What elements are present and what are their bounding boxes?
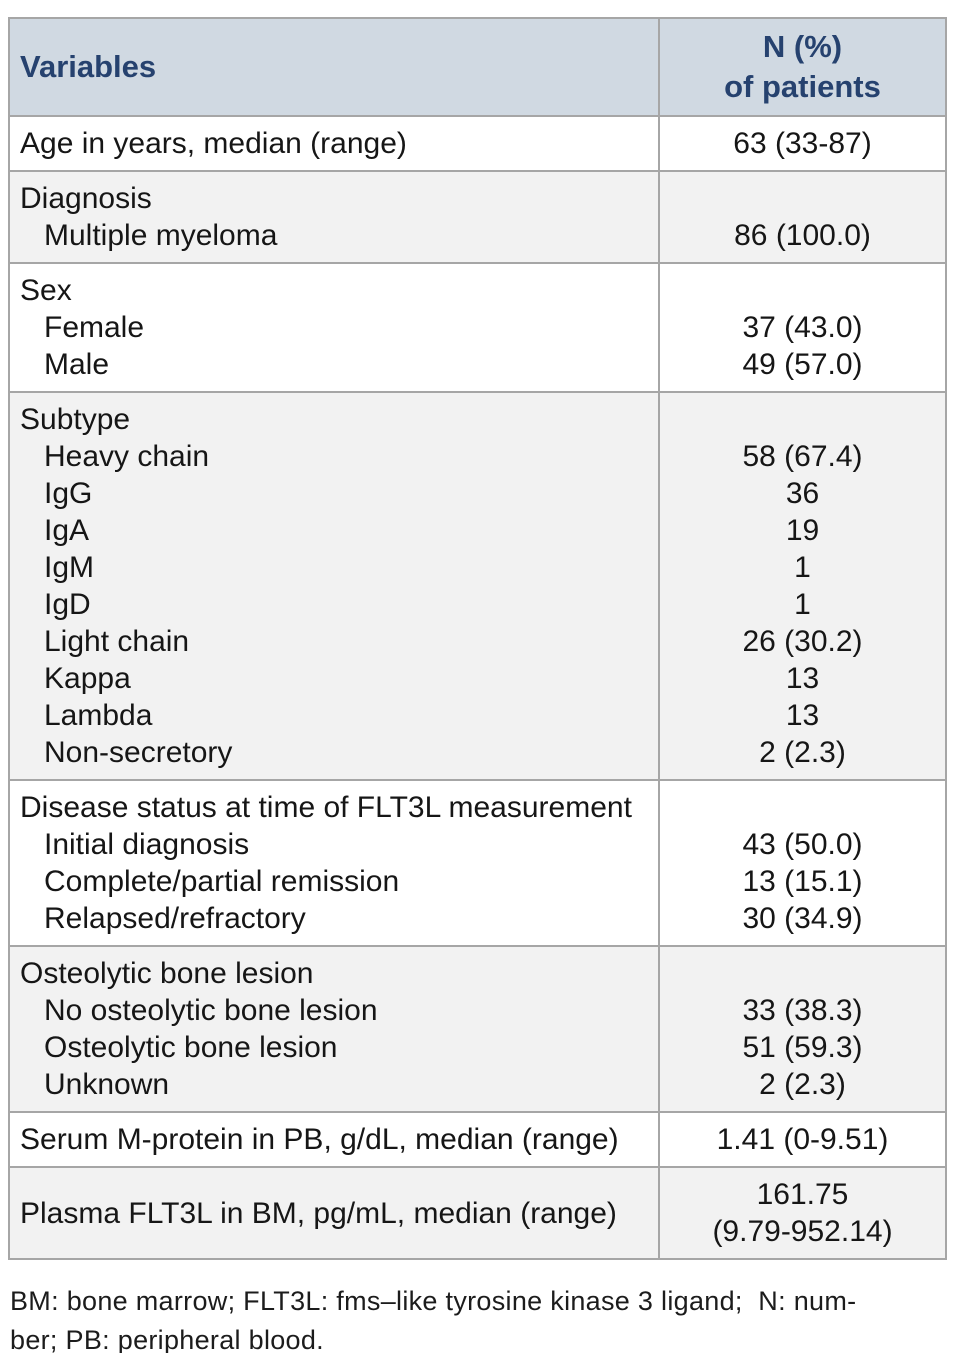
row-value: 2 (2.3) [759, 1068, 846, 1101]
disease-status-labels: Disease status at time of FLT3L measurem… [10, 781, 658, 945]
subtype-labels: Subtype Heavy chain IgG IgA IgM IgD Light chai… [10, 393, 658, 779]
table-header-row: Variables N (%) of patients [10, 19, 945, 115]
diagnosis-labels: Diagnosis Multiple myeloma [10, 172, 658, 262]
sex-labels: Sex Female Male [10, 264, 658, 391]
row-value: 2 (2.3) [759, 736, 846, 769]
row-label: Multiple myeloma [44, 219, 278, 252]
row-label: Age in years, median (range) [20, 127, 407, 160]
row-label: Male [44, 348, 110, 381]
serum-m-protein-section-row: Serum M-protein in PB, g/dL, median (ran… [10, 1111, 945, 1166]
row-value: 63 (33-87) [733, 127, 872, 160]
row-value: 33 (38.3) [742, 994, 863, 1027]
row-label: Initial diagnosis [44, 828, 250, 861]
table-footnote: BM: bone marrow; FLT3L: fms–like tyrosin… [10, 1286, 857, 1353]
age-section-row: Age in years, median (range) 63 (33-87) [10, 115, 945, 170]
osteolytic-bone-lesion-labels: Osteolytic bone lesion No osteolytic bone… [10, 947, 658, 1111]
row-value: 1.41 (0-9.51) [716, 1123, 889, 1156]
row-value: 1 [794, 551, 811, 584]
row-label: Diagnosis [20, 182, 152, 215]
subtype-section-row: Subtype Heavy chain IgG IgA IgM IgD Light chai… [10, 391, 945, 779]
row-value: 161.75 (9.79-952.14) [712, 1178, 893, 1248]
row-label: Sex [20, 274, 72, 307]
row-label: IgM [44, 551, 95, 584]
row-label: Heavy chain [44, 440, 210, 473]
diagnosis-values: 86 (100.0) [658, 172, 945, 262]
header-cell-n-of-patients: N (%) of patients [658, 19, 945, 115]
subtype-values: 58 (67.4) 36 19 1 1 26 (30.2) 13 13 2 (2.3) [658, 393, 945, 779]
row-value: 49 (57.0) [742, 348, 863, 381]
row-label: Complete/partial remission [44, 865, 400, 898]
row-label: Unknown [44, 1068, 170, 1101]
plasma-flt3l-values: 161.75 (9.79-952.14) [658, 1168, 945, 1258]
disease-status-values: 43 (50.0) 13 (15.1) 30 (34.9) [658, 781, 945, 945]
age-labels: Age in years, median (range) [10, 117, 658, 170]
row-value: 30 (34.9) [742, 902, 863, 935]
row-label: Kappa [44, 662, 131, 695]
row-value: 1 [794, 588, 811, 621]
row-value: 86 (100.0) [734, 219, 871, 252]
row-label: Light chain [44, 625, 190, 658]
row-value: 36 [785, 477, 820, 510]
row-value: 13 [785, 699, 820, 732]
disease-status-section-row: Disease status at time of FLT3L measurem… [10, 779, 945, 945]
age-values: 63 (33-87) [658, 117, 945, 170]
osteolytic-bone-lesion-section-row: Osteolytic bone lesion No osteolytic bone… [10, 945, 945, 1111]
row-label: Relapsed/refractory [44, 902, 306, 935]
diagnosis-section-row: Diagnosis Multiple myeloma 86 (100.0) [10, 170, 945, 262]
plasma-flt3l-section-row: Plasma FLT3L in BM, pg/mL, median (range… [10, 1166, 945, 1258]
header-cell-variables: Variables [10, 19, 658, 115]
row-value: 13 [785, 662, 820, 695]
row-value: 26 (30.2) [742, 625, 863, 658]
table-body: Age in years, median (range) 63 (33-87) Di… [10, 115, 945, 1258]
row-value: 13 (15.1) [742, 865, 863, 898]
serum-m-protein-labels: Serum M-protein in PB, g/dL, median (ran… [10, 1113, 658, 1166]
row-label: No osteolytic bone lesion [44, 994, 378, 1027]
header-variables-label: Variables [20, 49, 157, 84]
row-label: IgA [44, 514, 90, 547]
row-value: 19 [785, 514, 820, 547]
serum-m-protein-values: 1.41 (0-9.51) [658, 1113, 945, 1166]
row-label: Disease status at time of FLT3L measurem… [20, 791, 632, 824]
row-label: Plasma FLT3L in BM, pg/mL, median (range… [20, 1196, 617, 1230]
row-value: 37 (43.0) [742, 311, 863, 344]
row-label: Osteolytic bone lesion [20, 957, 314, 990]
sex-values: 37 (43.0) 49 (57.0) [658, 264, 945, 391]
plasma-flt3l-labels: Plasma FLT3L in BM, pg/mL, median (range… [10, 1168, 658, 1258]
row-label: Subtype [20, 403, 131, 436]
row-label: IgG [44, 477, 93, 510]
patient-characteristics-table: Variables N (%) of patients Age in years… [8, 17, 947, 1260]
row-label: IgD [44, 588, 91, 621]
row-label: Female [44, 311, 145, 344]
row-value: 51 (59.3) [742, 1031, 863, 1064]
row-value: 43 (50.0) [742, 828, 863, 861]
sex-section-row: Sex Female Male 37 (43.0) 49 (57.0) [10, 262, 945, 391]
row-label: Non-secretory [44, 736, 233, 769]
osteolytic-bone-lesion-values: 33 (38.3) 51 (59.3) 2 (2.3) [658, 947, 945, 1111]
row-label: Osteolytic bone lesion [44, 1031, 338, 1064]
row-label: Lambda [44, 699, 153, 732]
row-value: 58 (67.4) [742, 440, 863, 473]
row-label: Serum M-protein in PB, g/dL, median (ran… [20, 1123, 619, 1156]
